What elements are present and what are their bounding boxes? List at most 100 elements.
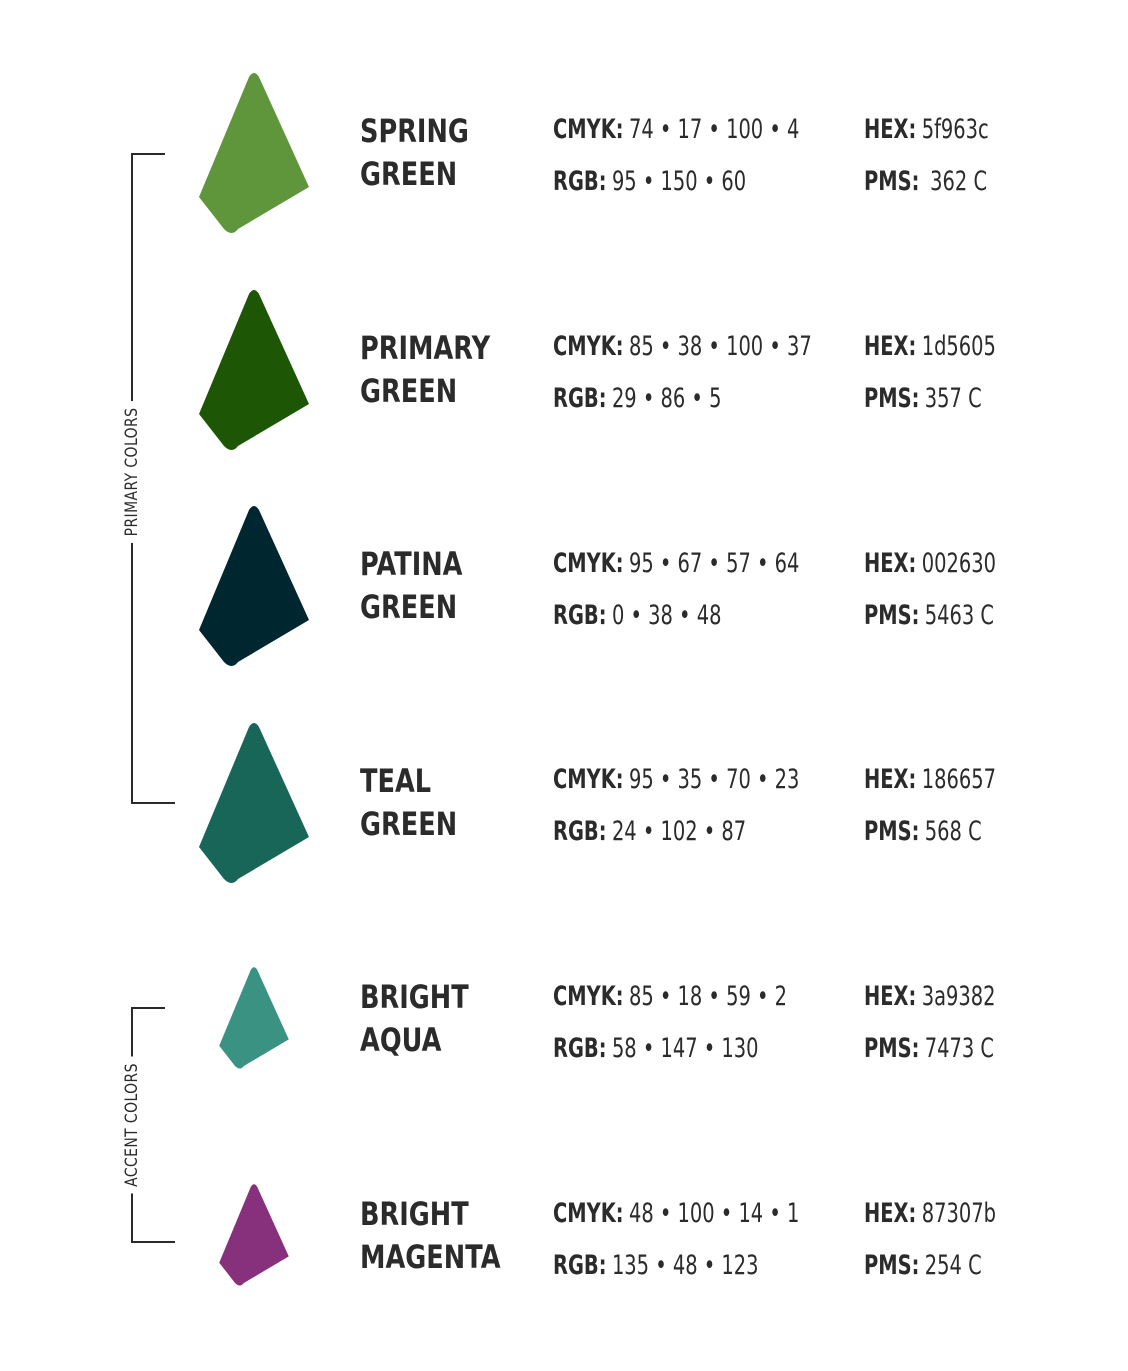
- hex-spec: HEX: 5f963c: [864, 112, 989, 147]
- hex-value: 1d5605: [921, 331, 996, 362]
- rgb-value: 58 • 147 • 130: [611, 1033, 759, 1064]
- hex-spec: HEX: 1d5605: [864, 329, 996, 364]
- color-name-line2: MAGENTA: [360, 1238, 501, 1276]
- rgb-label: RGB:: [553, 816, 607, 847]
- swatch-shape: [219, 1184, 289, 1286]
- color-name-line1: BRIGHT: [360, 978, 469, 1016]
- hex-label: HEX:: [864, 114, 917, 145]
- color-name-line2: GREEN: [360, 372, 458, 410]
- cmyk-label: CMYK:: [553, 764, 624, 795]
- cmyk-value: 74 • 17 • 100 • 4: [628, 114, 800, 145]
- rgb-spec: RGB: 58 • 147 • 130: [553, 1031, 759, 1066]
- pms-label: PMS:: [864, 383, 920, 414]
- hex-value: 87307b: [921, 1198, 996, 1229]
- pms-value: 357 C: [924, 383, 982, 414]
- hex-spec: HEX: 186657: [864, 762, 996, 797]
- cmyk-spec: CMYK: 95 • 35 • 70 • 23: [553, 762, 799, 797]
- hex-value: 5f963c: [921, 114, 989, 145]
- pms-label: PMS:: [864, 816, 920, 847]
- hex-value: 002630: [921, 548, 996, 579]
- pms-value: 254 C: [924, 1250, 982, 1281]
- swatch-bright-magenta: [217, 1183, 291, 1288]
- rgb-spec: RGB: 95 • 150 • 60: [553, 164, 746, 199]
- swatch-bright-aqua: [217, 966, 291, 1071]
- hex-spec: HEX: 3a9382: [864, 979, 995, 1014]
- pms-spec: PMS: 568 C: [864, 814, 982, 849]
- pms-spec: PMS: 254 C: [864, 1248, 982, 1283]
- pms-value: 5463 C: [924, 600, 995, 631]
- hex-label: HEX:: [864, 981, 917, 1012]
- color-name-line2: GREEN: [360, 588, 458, 626]
- hex-label: HEX:: [864, 764, 917, 795]
- color-name-line1: TEAL: [360, 762, 432, 800]
- swatch-shape: [199, 723, 309, 883]
- rgb-value: 0 • 38 • 48: [611, 600, 722, 631]
- pms-label: PMS:: [864, 166, 920, 197]
- color-name: PATINA GREEN: [360, 543, 462, 629]
- color-name-line1: PRIMARY: [360, 329, 491, 367]
- rgb-label: RGB:: [553, 383, 607, 414]
- cmyk-spec: CMYK: 85 • 38 • 100 • 37: [553, 329, 812, 364]
- rgb-spec: RGB: 135 • 48 • 123: [553, 1248, 759, 1283]
- cmyk-label: CMYK:: [553, 1198, 624, 1229]
- color-name-line1: BRIGHT: [360, 1195, 469, 1233]
- pms-label: PMS:: [864, 600, 920, 631]
- rgb-spec: RGB: 29 • 86 • 5: [553, 381, 721, 416]
- cmyk-spec: CMYK: 95 • 67 • 57 • 64: [553, 546, 799, 581]
- pms-value: 568 C: [924, 816, 982, 847]
- rgb-label: RGB:: [553, 600, 607, 631]
- swatch-spring-green: [196, 71, 312, 237]
- rgb-label: RGB:: [553, 166, 607, 197]
- accent-colors-label: ACCENT COLORS: [122, 1056, 142, 1194]
- color-name: BRIGHT MAGENTA: [360, 1193, 501, 1279]
- color-name-line2: GREEN: [360, 805, 458, 843]
- primary-colors-label: PRIMARY COLORS: [122, 401, 142, 543]
- rgb-label: RGB:: [553, 1250, 607, 1281]
- pms-spec: PMS: 362 C: [864, 164, 987, 199]
- swatch-teal-green: [196, 721, 312, 887]
- swatch-shape: [199, 506, 309, 666]
- cmyk-value: 95 • 67 • 57 • 64: [628, 548, 800, 579]
- cmyk-value: 48 • 100 • 14 • 1: [628, 1198, 800, 1229]
- cmyk-spec: CMYK: 85 • 18 • 59 • 2: [553, 979, 787, 1014]
- color-name-line2: GREEN: [360, 155, 458, 193]
- cmyk-label: CMYK:: [553, 114, 624, 145]
- cmyk-value: 85 • 18 • 59 • 2: [628, 981, 788, 1012]
- rgb-spec: RGB: 0 • 38 • 48: [553, 598, 721, 633]
- hex-value: 186657: [921, 764, 996, 795]
- rgb-value: 95 • 150 • 60: [611, 166, 747, 197]
- rgb-label: RGB:: [553, 1033, 607, 1064]
- rgb-value: 29 • 86 • 5: [611, 383, 722, 414]
- cmyk-label: CMYK:: [553, 981, 624, 1012]
- swatch-patina-green: [196, 504, 312, 670]
- pms-spec: PMS: 357 C: [864, 381, 982, 416]
- hex-spec: HEX: 002630: [864, 546, 996, 581]
- color-name-line1: SPRING: [360, 112, 469, 150]
- rgb-spec: RGB: 24 • 102 • 87: [553, 814, 746, 849]
- swatch-shape: [219, 967, 289, 1069]
- color-name: BRIGHT AQUA: [360, 976, 469, 1062]
- pms-spec: PMS: 7473 C: [864, 1031, 994, 1066]
- color-name: PRIMARY GREEN: [360, 327, 490, 413]
- rgb-value: 135 • 48 • 123: [611, 1250, 759, 1281]
- hex-value: 3a9382: [921, 981, 996, 1012]
- color-name-line1: PATINA: [360, 545, 463, 583]
- cmyk-value: 95 • 35 • 70 • 23: [628, 764, 800, 795]
- swatch-shape: [199, 290, 309, 450]
- color-name: TEAL GREEN: [360, 760, 457, 846]
- pms-value: 7473 C: [924, 1033, 995, 1064]
- pms-value: 362 C: [930, 166, 988, 197]
- hex-label: HEX:: [864, 1198, 917, 1229]
- cmyk-spec: CMYK: 48 • 100 • 14 • 1: [553, 1196, 799, 1231]
- color-name: SPRING GREEN: [360, 110, 469, 196]
- hex-label: HEX:: [864, 548, 917, 579]
- color-name-line2: AQUA: [360, 1021, 442, 1059]
- rgb-value: 24 • 102 • 87: [611, 816, 747, 847]
- swatch-primary-green: [196, 288, 312, 454]
- swatch-shape: [199, 73, 309, 233]
- cmyk-label: CMYK:: [553, 331, 624, 362]
- cmyk-label: CMYK:: [553, 548, 624, 579]
- cmyk-spec: CMYK: 74 • 17 • 100 • 4: [553, 112, 799, 147]
- pms-label: PMS:: [864, 1033, 920, 1064]
